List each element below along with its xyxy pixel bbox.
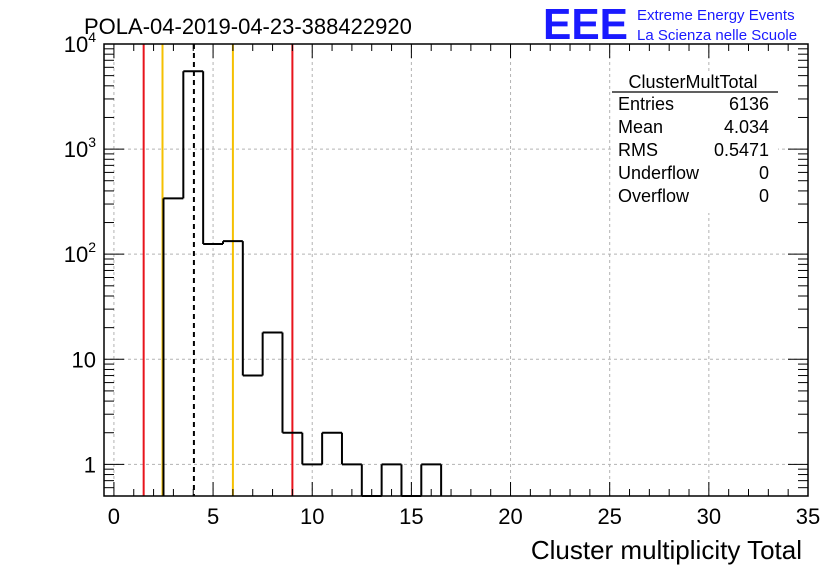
histogram-series	[162, 70, 443, 497]
stats-row-label: Overflow	[618, 186, 690, 206]
stats-rows: Entries 6136 Mean 4.034 RMS 0.5471 Underflow 0 O…	[618, 94, 769, 206]
logo-text: EEE	[543, 0, 628, 49]
eee-logo: EEE Extreme Energy Events La Scienza nel…	[543, 0, 797, 49]
axis-ticks	[104, 43, 809, 497]
x-tick-label: 20	[498, 504, 522, 529]
stats-row-value: 4.034	[724, 117, 769, 137]
logo-line-2: La Scienza nelle Scuole	[637, 27, 797, 44]
stats-row-label: Entries	[618, 94, 674, 114]
y-tick-label: 103	[64, 134, 96, 162]
y-tick-label: 1	[84, 452, 96, 477]
x-tick-label: 0	[108, 504, 120, 529]
logo-line-1: Extreme Energy Events	[637, 7, 795, 24]
reference-lines	[142, 44, 294, 496]
stats-row-value: 0	[759, 186, 769, 206]
stats-row-value: 0	[759, 163, 769, 183]
x-tick-label: 25	[597, 504, 621, 529]
stats-box: ClusterMultTotal Entries 6136 Mean 4.034 RMS…	[612, 72, 778, 213]
x-tick-label: 10	[300, 504, 324, 529]
y-tick-label: 10	[72, 347, 96, 372]
y-tick-labels: 1 10 102 103 104	[64, 29, 96, 477]
stats-row-value: 0.5471	[714, 140, 769, 160]
y-tick-label: 102	[64, 239, 96, 267]
chart-title: POLA-04-2019-04-23-388422920	[84, 14, 412, 39]
y-tick-label: 104	[64, 29, 96, 57]
x-tick-label: 15	[399, 504, 423, 529]
stats-row-label: Underflow	[618, 163, 700, 183]
x-tick-labels: 0 5 10 15 20 25 30 35	[108, 504, 820, 529]
stats-row-label: Mean	[618, 117, 663, 137]
stats-row-label: RMS	[618, 140, 658, 160]
x-tick-label: 35	[796, 504, 820, 529]
stats-box-title: ClusterMultTotal	[628, 72, 757, 92]
x-axis-label: Cluster multiplicity Total	[531, 535, 802, 565]
stats-row-value: 6136	[729, 94, 769, 114]
x-tick-label: 5	[207, 504, 219, 529]
stats-box-background	[612, 73, 778, 213]
x-tick-label: 30	[697, 504, 721, 529]
